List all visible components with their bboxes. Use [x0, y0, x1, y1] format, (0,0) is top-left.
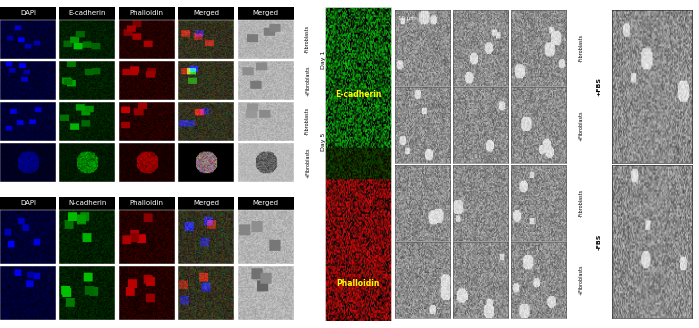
Text: -Fibroblasts: -Fibroblasts	[305, 107, 310, 135]
Text: Merged: Merged	[193, 10, 219, 16]
Text: +Fibroblasts: +Fibroblasts	[305, 65, 310, 95]
Text: Merged: Merged	[252, 10, 279, 16]
Text: Phalloidin: Phalloidin	[336, 279, 380, 288]
Text: Day 1: Day 1	[321, 51, 326, 69]
Text: -Fibroblasts: -Fibroblasts	[305, 25, 310, 53]
Text: E-cadherin: E-cadherin	[335, 90, 382, 99]
Text: Merged: Merged	[252, 200, 279, 206]
Text: +Fibroblasts: +Fibroblasts	[579, 265, 584, 295]
Text: E-cadherin: E-cadherin	[69, 10, 106, 16]
Text: Day 5: Day 5	[321, 133, 326, 151]
Text: -Fibroblasts: -Fibroblasts	[579, 34, 584, 62]
Text: DAPI: DAPI	[20, 10, 36, 16]
Text: +Fibroblasts: +Fibroblasts	[579, 110, 584, 140]
Text: Merged: Merged	[193, 200, 219, 206]
Text: Phalloidin: Phalloidin	[130, 10, 164, 16]
Text: -Fibroblasts: -Fibroblasts	[579, 189, 584, 217]
Text: DAPI: DAPI	[20, 200, 36, 206]
Text: -FBS: -FBS	[596, 233, 601, 250]
Text: N-cadherin: N-cadherin	[69, 200, 106, 206]
Text: Phalloidin: Phalloidin	[130, 200, 164, 206]
Text: +FBS: +FBS	[596, 77, 601, 96]
Text: +Fibroblasts: +Fibroblasts	[305, 147, 310, 177]
Text: 10 μm: 10 μm	[398, 16, 415, 21]
